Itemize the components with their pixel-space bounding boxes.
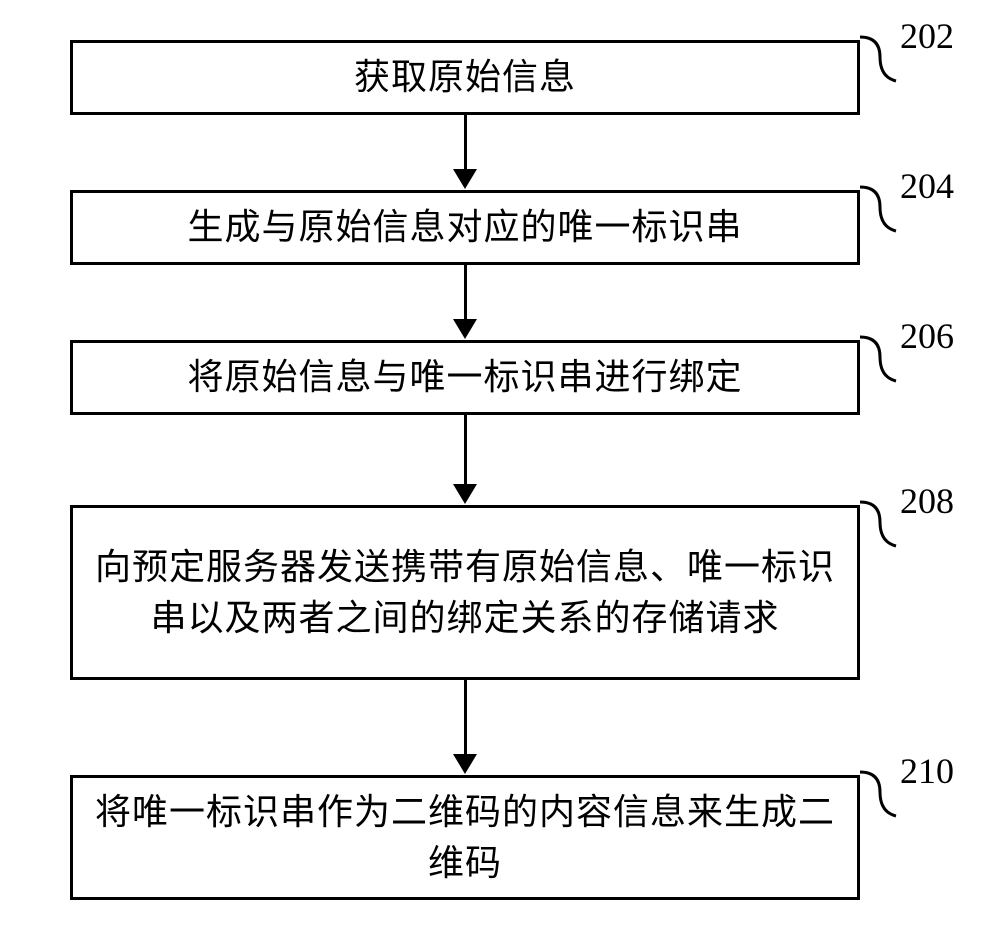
step-box-204: 生成与原始信息对应的唯一标识串	[70, 190, 860, 265]
bracket-icon	[858, 335, 898, 385]
step-box-208: 向预定服务器发送携带有原始信息、唯一标识串以及两者之间的绑定关系的存储请求	[70, 505, 860, 680]
step-text: 将唯一标识串作为二维码的内容信息来生成二维码	[93, 787, 837, 888]
step-box-206: 将原始信息与唯一标识串进行绑定	[70, 340, 860, 415]
bracket-icon	[858, 185, 898, 235]
arrow-icon	[453, 415, 477, 504]
step-label: 202	[900, 15, 954, 57]
step-label: 208	[900, 480, 954, 522]
step-box-210: 将唯一标识串作为二维码的内容信息来生成二维码	[70, 775, 860, 900]
flowchart-canvas: 获取原始信息 202 生成与原始信息对应的唯一标识串 204 将原始信息与唯一标…	[0, 0, 1000, 952]
step-box-202: 获取原始信息	[70, 40, 860, 115]
step-label: 206	[900, 315, 954, 357]
step-label: 210	[900, 750, 954, 792]
step-text: 获取原始信息	[354, 52, 576, 102]
bracket-icon	[858, 35, 898, 85]
bracket-icon	[858, 770, 898, 820]
bracket-icon	[858, 500, 898, 550]
step-text: 将原始信息与唯一标识串进行绑定	[187, 352, 742, 402]
arrow-icon	[453, 680, 477, 774]
step-text: 向预定服务器发送携带有原始信息、唯一标识串以及两者之间的绑定关系的存储请求	[93, 542, 837, 643]
step-text: 生成与原始信息对应的唯一标识串	[187, 202, 742, 252]
step-label: 204	[900, 165, 954, 207]
arrow-icon	[453, 115, 477, 189]
arrow-icon	[453, 265, 477, 339]
